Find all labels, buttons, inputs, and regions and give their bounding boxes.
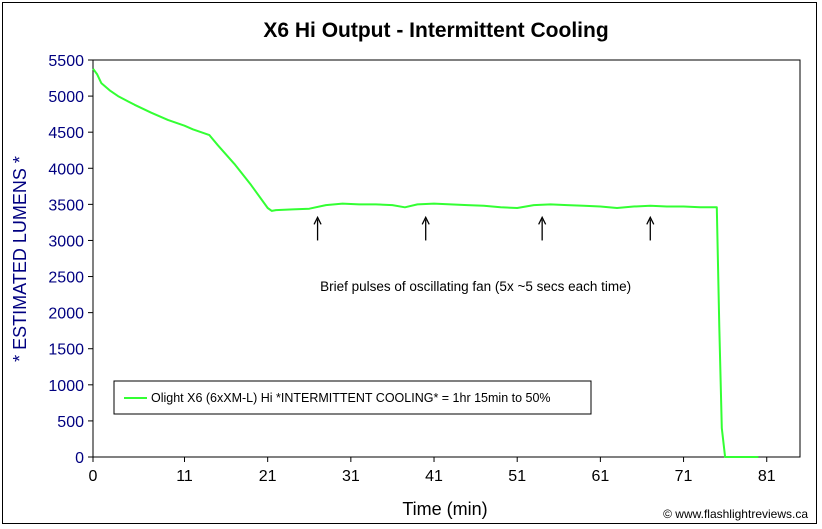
y-tick-label: 5500 [48,53,84,70]
x-tick-label: 21 [259,468,277,485]
x-axis-ticks: 0 11 21 31 41 51 61 71 81 [89,457,776,485]
y-tick-label: 0 [75,450,84,467]
credit-text: © www.flashlightreviews.ca [663,507,808,521]
arrow-head [646,215,655,225]
fan-pulse-arrows [313,215,655,241]
x-tick-label: 61 [591,468,609,485]
x-tick-label: 41 [425,468,443,485]
x-tick-label: 31 [342,468,360,485]
x-tick-label: 0 [89,468,98,485]
x-tick-label: 51 [508,468,526,485]
legend-box [113,380,592,415]
arrow-head [313,215,322,225]
y-tick-label: 2500 [48,270,84,287]
annotation-fan-pulses: Brief pulses of oscillating fan (5x ~5 s… [320,279,631,294]
x-tick-label: 11 [176,468,193,485]
legend-entry: Olight X6 (6xXM-L) Hi *INTERMITTENT COOL… [151,391,551,405]
y-tick-label: 5000 [48,89,84,106]
y-tick-label: 1500 [48,342,84,359]
arrow-head [421,215,430,225]
legend: Olight X6 (6xXM-L) Hi *INTERMITTENT COOL… [113,380,592,415]
x-axis-label: Time (min) [402,499,487,519]
x-tick-label: 81 [758,468,776,485]
y-tick-label: 3500 [48,197,84,214]
y-axis-ticks: 0 500 1000 1500 2000 2500 3000 3500 4000 4500 5000… [48,53,93,467]
chart-title: X6 Hi Output - Intermittent Cooling [263,19,608,42]
y-axis-label: * ESTIMATED LUMENS * [10,156,30,362]
y-tick-label: 500 [57,414,84,431]
y-tick-label: 3000 [48,233,84,250]
y-tick-label: 2000 [48,306,84,323]
y-tick-label: 1000 [48,378,84,395]
arrow-head [538,215,547,225]
y-tick-label: 4000 [48,161,84,178]
y-tick-label: 4500 [48,125,84,142]
series-line-olight-x6 [92,68,759,458]
x-tick-label: 71 [675,468,693,485]
